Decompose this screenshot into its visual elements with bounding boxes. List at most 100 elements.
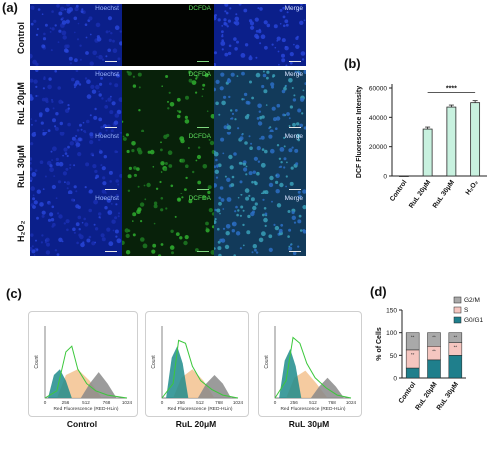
cell-dot <box>88 16 93 21</box>
cell-dot <box>77 215 82 220</box>
cell-dot <box>167 100 169 103</box>
x-tick-label: 512 <box>196 400 204 405</box>
cell-dot <box>222 227 226 230</box>
cell-dot <box>52 146 57 152</box>
cell-dot <box>75 80 80 85</box>
cell-dot <box>125 233 130 238</box>
cell-dot <box>107 48 111 53</box>
cell-dot <box>30 233 34 237</box>
flow-histogram-1: 0 256 512 768 1024 Red Fluorescence (RED-HLin… <box>28 311 138 417</box>
cell-dot <box>185 164 189 168</box>
cell-dot <box>261 231 266 237</box>
cell-dot <box>133 174 136 177</box>
cell-dot <box>276 36 281 41</box>
cell-dot <box>293 221 297 224</box>
cell-dot <box>195 77 198 80</box>
x-tick-label: RuL 30μM <box>436 381 460 412</box>
cell-dot <box>30 5 35 10</box>
cell-dot <box>285 185 287 188</box>
cell-dot <box>44 23 48 27</box>
cell-dot <box>35 85 38 88</box>
cell-dot <box>112 229 115 232</box>
cell-dot <box>69 167 72 169</box>
cell-dot <box>233 254 236 256</box>
cell-dot <box>95 22 101 28</box>
cell-dot <box>30 167 33 171</box>
cell-dot <box>71 136 76 141</box>
cell-dot <box>228 44 232 48</box>
cell-dot <box>160 148 163 152</box>
cell-dot <box>278 228 283 233</box>
cell-dot <box>299 229 303 232</box>
cell-dot <box>294 70 297 73</box>
cell-dot <box>256 171 260 176</box>
cell-dot <box>184 119 190 124</box>
cell-dot <box>240 53 246 58</box>
cell-dot <box>54 126 59 131</box>
cell-dot <box>142 243 148 249</box>
cell-dot <box>242 209 245 212</box>
cell-dot <box>247 214 251 219</box>
x-tick-label: 768 <box>215 400 223 405</box>
cell-dot <box>268 134 273 139</box>
cell-dot <box>236 213 239 217</box>
cell-dot <box>287 210 291 213</box>
cell-dot <box>214 15 217 21</box>
cell-dot <box>241 71 245 76</box>
cell-dot <box>48 202 51 205</box>
g0g1-peak <box>279 349 302 398</box>
x-tick-label: RuL 30μM <box>432 179 456 210</box>
cell-dot <box>221 30 224 34</box>
cell-dot <box>261 148 265 151</box>
flow-histogram-3: 0 256 512 768 1024 Red Fluorescence (RED-HLin… <box>258 311 362 417</box>
cell-dot <box>216 208 221 213</box>
cell-dot <box>255 251 259 254</box>
cell-dot <box>176 114 181 119</box>
cell-dot <box>137 185 140 188</box>
cell-dot <box>78 83 82 86</box>
cell-dot <box>224 4 229 7</box>
cell-dot <box>33 254 36 256</box>
cell-dot <box>226 123 229 126</box>
x-tick-label: 768 <box>103 400 111 405</box>
cell-dot <box>302 89 305 92</box>
cell-dot <box>54 70 57 73</box>
micro-texture <box>214 132 306 194</box>
cell-dot <box>50 218 55 222</box>
cell-dot <box>122 240 125 245</box>
cell-dot <box>168 164 173 168</box>
cell-dot <box>180 193 183 194</box>
chart-b-dcf-intensity: 0 20000 40000 60000 DCF Fluorescence Intensi… <box>356 84 487 210</box>
cell-dot <box>214 87 216 92</box>
cell-dot <box>279 165 283 168</box>
x-tick-label: RuL 20μM <box>408 179 432 210</box>
cell-dot <box>111 101 116 106</box>
cell-dot <box>89 61 94 66</box>
cell-dot <box>261 115 265 119</box>
cell-dot <box>66 4 71 7</box>
cell-dot <box>237 209 240 212</box>
cell-dot <box>283 145 286 148</box>
cell-dot <box>265 104 268 106</box>
cell-dot <box>224 10 227 13</box>
cell-dot <box>239 214 242 217</box>
cell-dot <box>31 124 33 126</box>
cell-dot <box>65 219 70 224</box>
cell-dot <box>32 197 36 201</box>
stack-G2M-1 <box>427 332 441 347</box>
x-tick-label: 256 <box>177 400 185 405</box>
cell-dot <box>276 103 281 108</box>
cell-dot <box>47 84 52 90</box>
micro-image-r1-c3: Merge <box>214 4 306 66</box>
cell-dot <box>62 154 64 157</box>
cell-dot <box>126 149 130 154</box>
cell-dot <box>124 228 129 233</box>
cell-dot <box>215 176 219 179</box>
cell-dot <box>76 38 80 41</box>
stack-G2M-2 <box>448 332 463 343</box>
scale-bar <box>105 60 117 62</box>
cell-dot <box>214 165 217 169</box>
cell-dot <box>238 4 242 6</box>
